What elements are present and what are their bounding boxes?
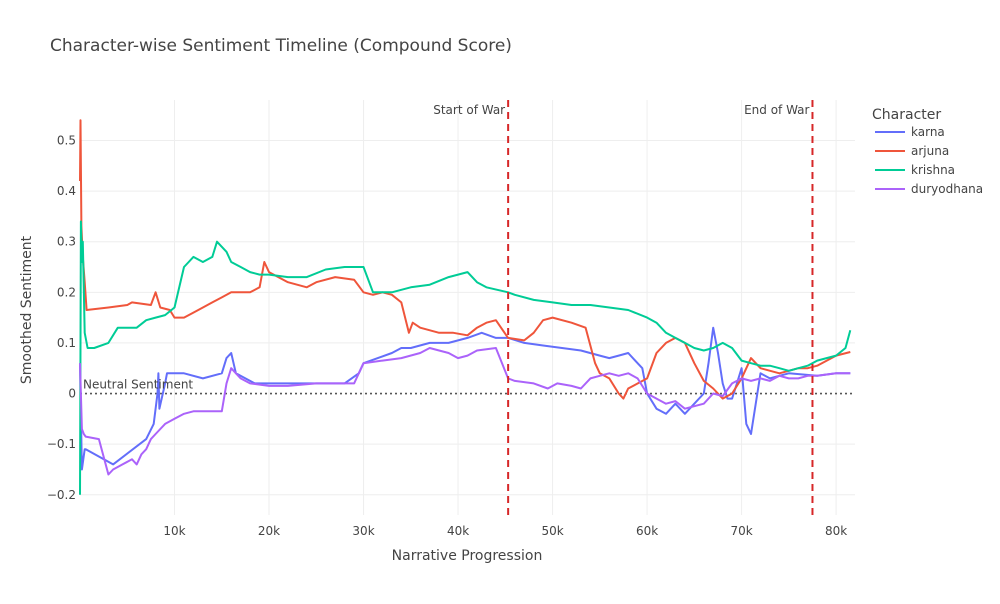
- y-tick-label: 0.5: [57, 133, 76, 147]
- annotation-layer: Start of War End of War Neutral Sentiment: [83, 100, 814, 515]
- neutral-label: Neutral Sentiment: [83, 378, 193, 392]
- y-tick-label: −0.2: [47, 488, 76, 502]
- series-line-duryodhana: [79, 347, 851, 476]
- legend-label-arjuna[interactable]: arjuna: [911, 144, 949, 158]
- series-line-arjuna: [79, 119, 851, 400]
- x-tick-label: 70k: [730, 524, 752, 538]
- y-axis-label: Smoothed Sentiment: [19, 235, 35, 384]
- y-tick-label: 0.3: [57, 235, 76, 249]
- axis-layer: 10k 20k 30k 40k 50k 60k 70k 80k −0.2 −0.1 0 0.1 0.2 0…: [47, 133, 847, 538]
- chart-title: Character-wise Sentiment Timeline (Compo…: [50, 36, 512, 56]
- war-marker-label: End of War: [744, 103, 809, 117]
- y-tick-label: −0.1: [47, 437, 76, 451]
- legend-title: Character: [872, 107, 941, 123]
- x-axis-label: Narrative Progression: [392, 548, 543, 564]
- y-tick-label: 0.4: [57, 184, 76, 198]
- x-tick-label: 50k: [541, 524, 563, 538]
- series-line-krishna: [79, 220, 852, 495]
- x-tick-label: 60k: [636, 524, 658, 538]
- war-marker-label: Start of War: [433, 103, 505, 117]
- legend: Character karna arjuna krishna duryodhana: [872, 107, 983, 196]
- x-tick-label: 20k: [258, 524, 280, 538]
- grid-layer: [80, 100, 855, 515]
- x-tick-label: 10k: [163, 524, 185, 538]
- legend-items: karna arjuna krishna duryodhana: [875, 125, 983, 196]
- y-tick-label: 0.1: [57, 336, 76, 350]
- legend-label-karna[interactable]: karna: [911, 125, 945, 139]
- y-tick-label: 0: [68, 387, 76, 401]
- x-tick-label: 80k: [825, 524, 847, 538]
- legend-label-krishna[interactable]: krishna: [911, 163, 955, 177]
- series-layer: [79, 119, 852, 495]
- x-tick-label: 40k: [447, 524, 469, 538]
- x-tick-label: 30k: [352, 524, 374, 538]
- legend-label-duryodhana[interactable]: duryodhana: [911, 182, 983, 196]
- y-tick-label: 0.2: [57, 285, 76, 299]
